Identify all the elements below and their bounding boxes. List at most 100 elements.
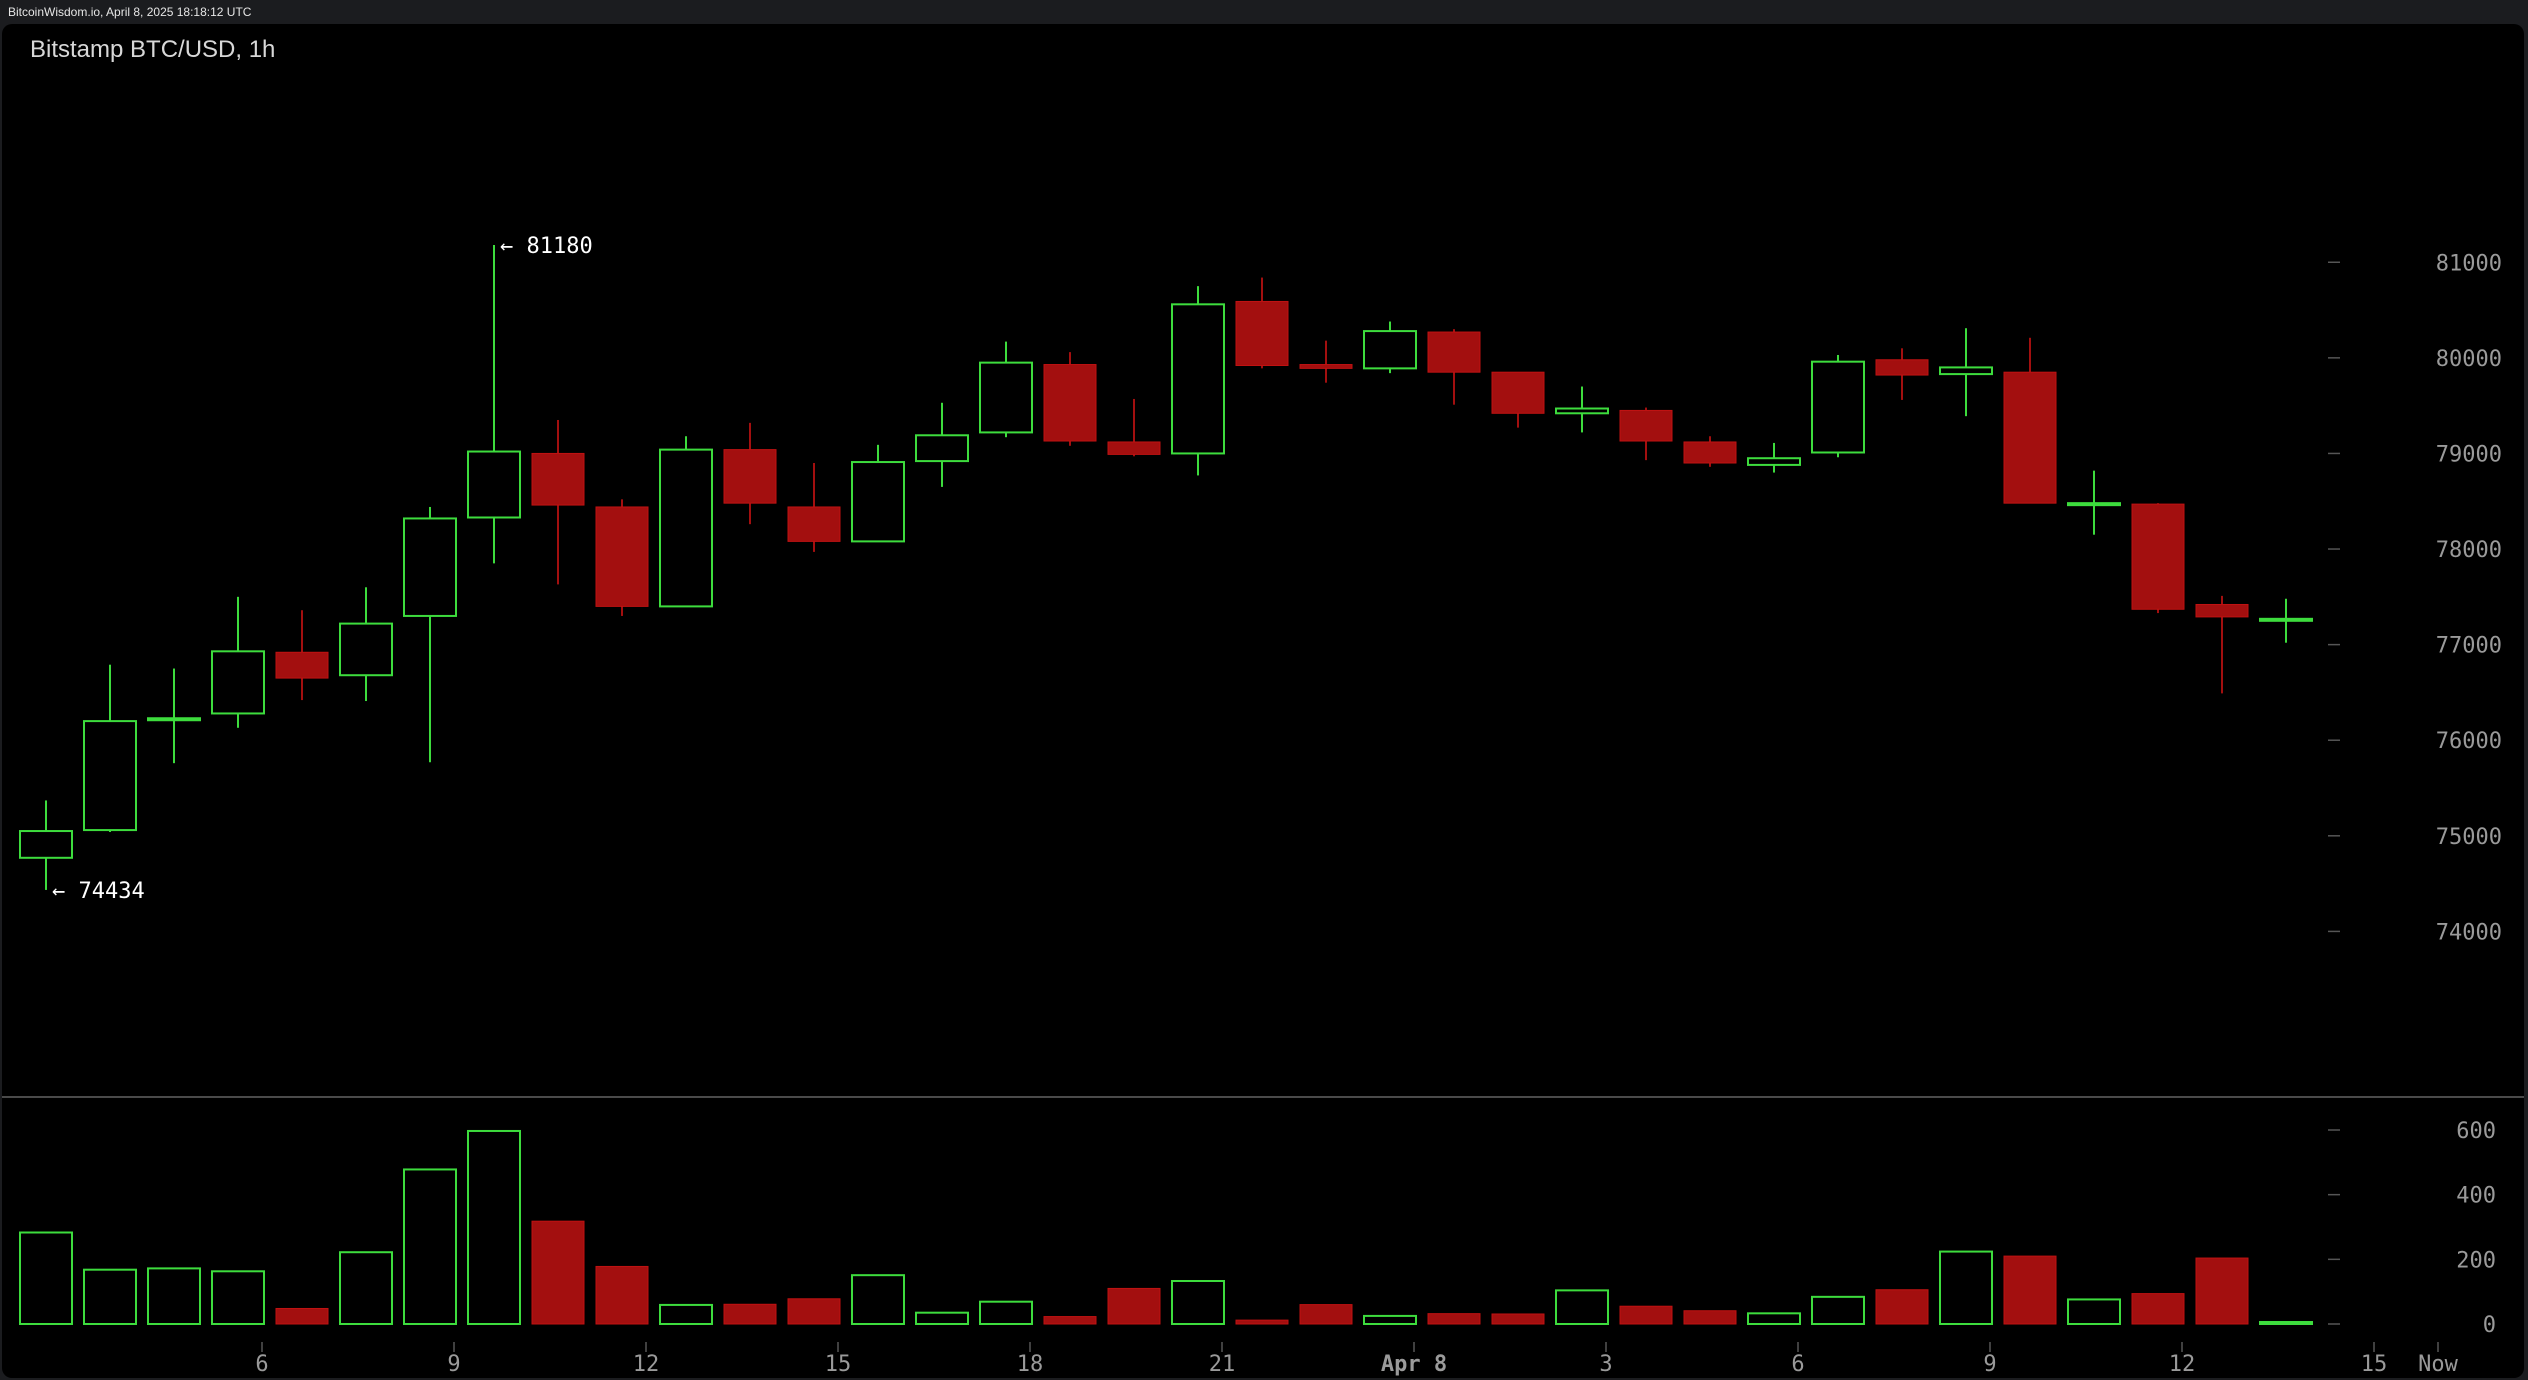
candle-body [1107, 441, 1161, 455]
candle-up [467, 245, 521, 564]
candle-body [1171, 303, 1225, 455]
price-tick-label: 75000 [2436, 825, 2502, 850]
volume-bar-down [787, 1298, 841, 1325]
candle-up [339, 587, 393, 702]
price-tick-label: 79000 [2436, 442, 2502, 467]
x-tick-label: 9 [447, 1352, 460, 1377]
volume-bar-down [1875, 1289, 1929, 1325]
price-tick-label: 80000 [2436, 347, 2502, 372]
candle-down [275, 610, 329, 701]
x-tick-label: 6 [1791, 1352, 1804, 1377]
volume-bar-up [147, 1267, 201, 1326]
candle-body [659, 448, 713, 608]
volume-bar-down [531, 1220, 585, 1325]
price-tick-label: 74000 [2436, 920, 2502, 945]
volume-bar-down [2131, 1293, 2185, 1325]
candle-body [787, 506, 841, 542]
candle-up [2259, 598, 2313, 643]
volume-tick-label: 600 [2456, 1119, 2496, 1144]
volume-bar-up [659, 1303, 713, 1326]
candle-body [275, 651, 329, 679]
candle-down [787, 463, 841, 552]
volume-bar-down [2195, 1257, 2249, 1325]
candle-up [2067, 470, 2121, 535]
candle-up [1555, 386, 1609, 433]
volume-tick-label: 0 [2483, 1313, 2496, 1338]
candle-up [19, 800, 73, 890]
candle-up [1939, 328, 1993, 417]
candle-up [83, 664, 137, 832]
candle-body [1619, 409, 1673, 442]
chart-title: Bitstamp BTC/USD, 1h [30, 36, 276, 63]
price-tick-label: 76000 [2436, 729, 2502, 754]
volume-bar-up [339, 1251, 393, 1325]
candle-body [1939, 366, 1993, 376]
candle-body [979, 361, 1033, 434]
candle-body [1363, 330, 1417, 370]
candle-body [1299, 364, 1353, 369]
x-tick-label: 12 [2169, 1352, 2196, 1377]
candle-up [403, 506, 457, 763]
volume-bar-up [1555, 1289, 1609, 1325]
volume-bar-up [2067, 1298, 2121, 1325]
volume-bar-down [275, 1307, 329, 1325]
volume-bar-up [1363, 1314, 1417, 1325]
candle-down [531, 419, 585, 585]
candle-up [1811, 354, 1865, 458]
candle-up [1363, 321, 1417, 374]
candle-body [2259, 617, 2313, 622]
volume-bar-up [467, 1129, 521, 1325]
candle-up [211, 596, 265, 728]
axis-layer: 74000 75000 76000 77000 78000 79000 80000 81000… [255, 251, 2502, 1377]
candle-layer [19, 245, 2313, 890]
candle-down [1683, 436, 1737, 467]
x-tick-label: 15 [825, 1352, 852, 1377]
volume-bar-up [19, 1231, 73, 1326]
candle-body [19, 830, 73, 859]
candle-down [1235, 277, 1289, 369]
volume-bar-up [979, 1300, 1033, 1325]
candle-body [1491, 371, 1545, 414]
candle-body [1427, 331, 1481, 373]
candle-body [147, 717, 201, 722]
candle-up [915, 402, 969, 487]
candle-down [1427, 329, 1481, 405]
volume-bar-down [1235, 1319, 1289, 1325]
candle-down [1491, 371, 1545, 428]
volume-bar-up [83, 1268, 137, 1326]
candle-up [979, 341, 1033, 438]
candle-body [1043, 364, 1097, 442]
candle-body [467, 450, 521, 519]
volume-bar-up [851, 1274, 905, 1325]
volume-bar-down [1491, 1313, 1545, 1325]
top-bar: BitcoinWisdom.io, April 8, 2025 18:18:12… [0, 0, 2528, 24]
candle-body [595, 506, 649, 607]
candle-body [2131, 503, 2185, 610]
candlestick-chart: 74000 75000 76000 77000 78000 79000 80000 81000… [2, 234, 2524, 1377]
candle-body [1683, 441, 1737, 464]
candle-down [595, 499, 649, 616]
candle-body [851, 461, 905, 543]
price-tick-label: 77000 [2436, 634, 2502, 659]
volume-bar-up [1747, 1312, 1801, 1325]
volume-bar-down [1683, 1310, 1737, 1325]
volume-bar-down [595, 1265, 649, 1325]
candle-body [83, 720, 137, 832]
x-tick-label: Now [2418, 1352, 2458, 1377]
x-tick-label: 21 [1209, 1352, 1236, 1377]
candle-down [2195, 595, 2249, 694]
volume-bar-down [1107, 1287, 1161, 1325]
candle-body [2195, 603, 2249, 618]
price-annotation: ← 74434 [52, 879, 145, 904]
x-tick-label: 18 [1017, 1352, 1044, 1377]
volume-bar-down [1619, 1305, 1673, 1325]
candle-body [723, 449, 777, 504]
volume-tick-label: 400 [2456, 1184, 2496, 1209]
volume-bar-down [1427, 1313, 1481, 1325]
volume-bar-up [403, 1168, 457, 1325]
candle-body [211, 650, 265, 715]
candle-down [2131, 503, 2185, 614]
volume-bar-up [2259, 1321, 2313, 1325]
chart-panel: 74000 75000 76000 77000 78000 79000 80000 81000… [2, 24, 2524, 1378]
x-tick-label: 15 [2361, 1352, 2388, 1377]
